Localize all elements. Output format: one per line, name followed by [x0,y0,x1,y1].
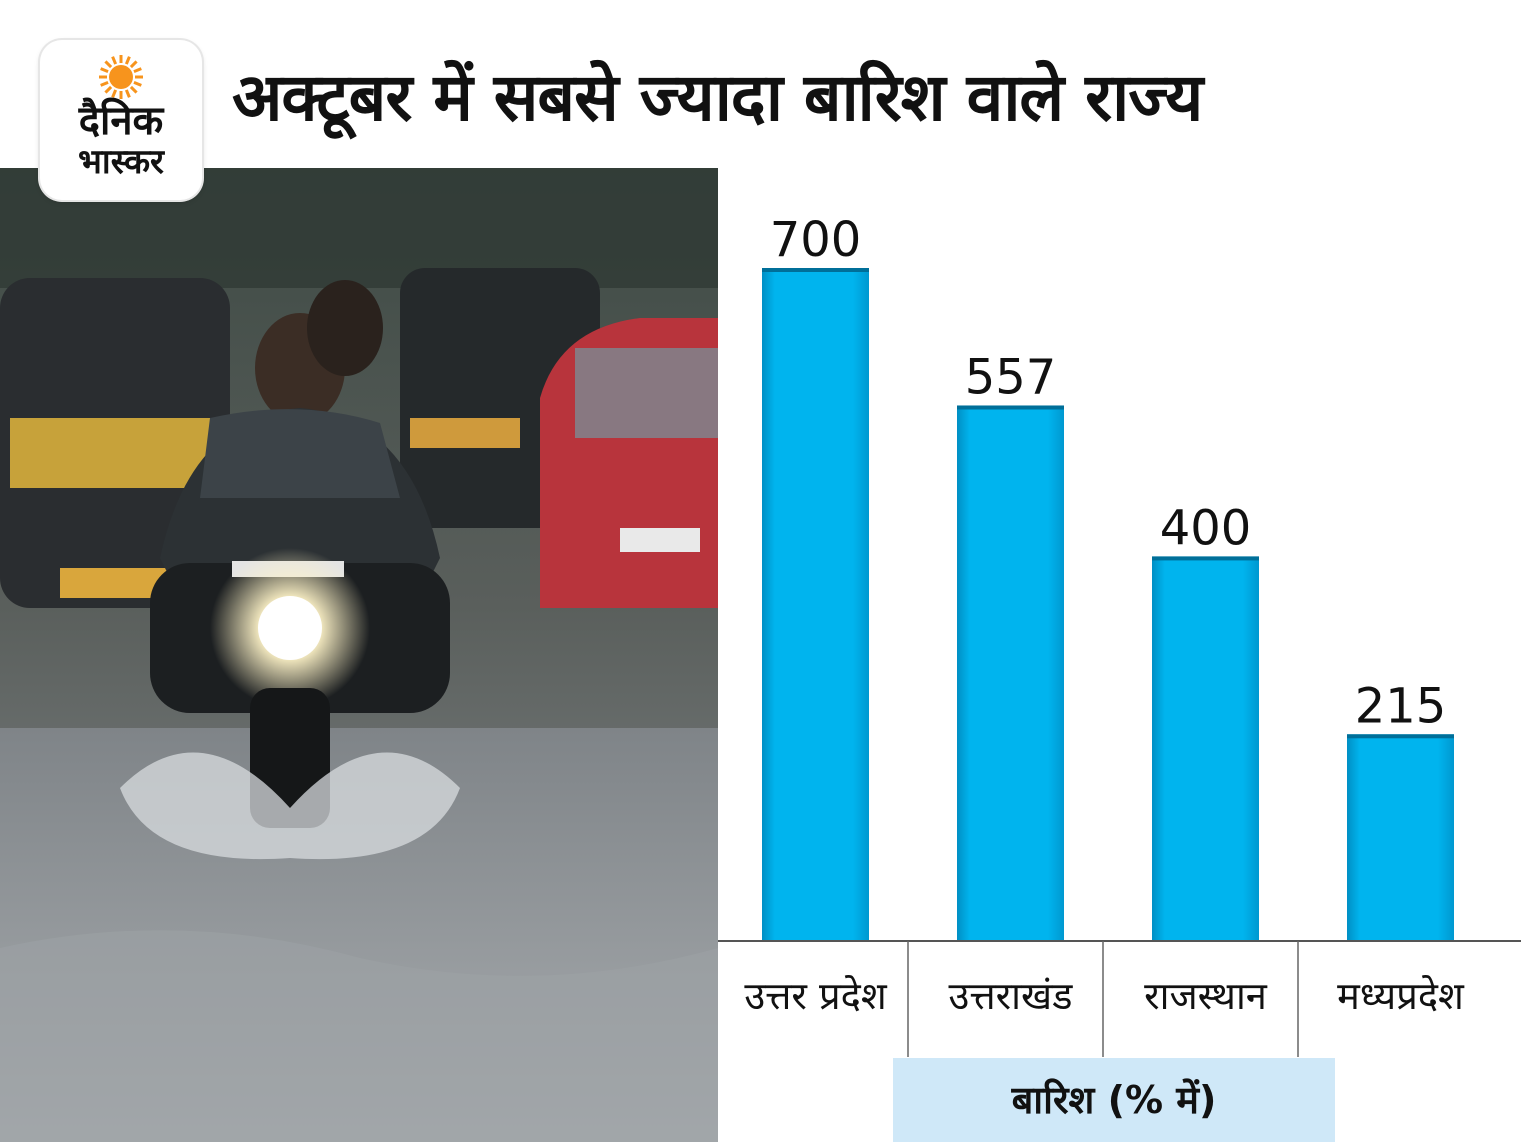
logo-text-line2: भास्कर [78,142,164,182]
bar-chart: 700 557 400 215 उत्तर प्रदेश उत्तराखंड राजस्थ… [718,212,1521,1057]
bar-value-label-3: 215 [1355,678,1447,734]
sun-ray [100,67,109,74]
bar-value-label-1: 557 [965,349,1057,405]
category-label-3: मध्यप्रदेश [1337,974,1465,1018]
photo-illustration [0,168,718,1142]
sun-icon [99,55,143,99]
x-axis-label-box: बारिश (% में) [893,1058,1335,1142]
category-label-1: उत्तराखंड [949,974,1074,1018]
rain-street-photo [0,168,718,1142]
bar-value-label-2: 400 [1160,500,1252,556]
bar-1 [957,405,1064,942]
bar-top-edge-3 [1347,734,1454,739]
sun-ray [104,85,113,94]
bar-top-edge-0 [762,268,869,272]
bar-2 [1152,556,1259,941]
sun-ray [133,67,142,74]
sun-ray [129,60,138,69]
sun-ray [124,89,131,98]
category-label-0: उत्तर प्रदेश [744,974,888,1018]
logo-text-line1: दैनिक [78,98,164,144]
sun-ray [111,56,118,65]
sun-ray [104,60,113,69]
sun-ray [129,85,138,94]
chart-title: अक्टूबर में सबसे ज्यादा बारिश वाले राज्य [232,59,1203,136]
bar-top-edge-1 [957,405,1064,410]
sun-ray [111,89,118,98]
dainik-bhaskar-logo: दैनिक भास्कर [40,40,202,200]
bar-0 [762,268,869,941]
sun-ray [133,80,142,87]
x-axis-label: बारिश (% में) [1011,1078,1217,1122]
bar-3 [1347,734,1454,941]
sun-ray [100,80,109,87]
category-label-2: राजस्थान [1144,974,1268,1018]
bar-value-label-0: 700 [770,212,862,268]
sun-ray [124,56,131,65]
bar-top-edge-2 [1152,556,1259,561]
